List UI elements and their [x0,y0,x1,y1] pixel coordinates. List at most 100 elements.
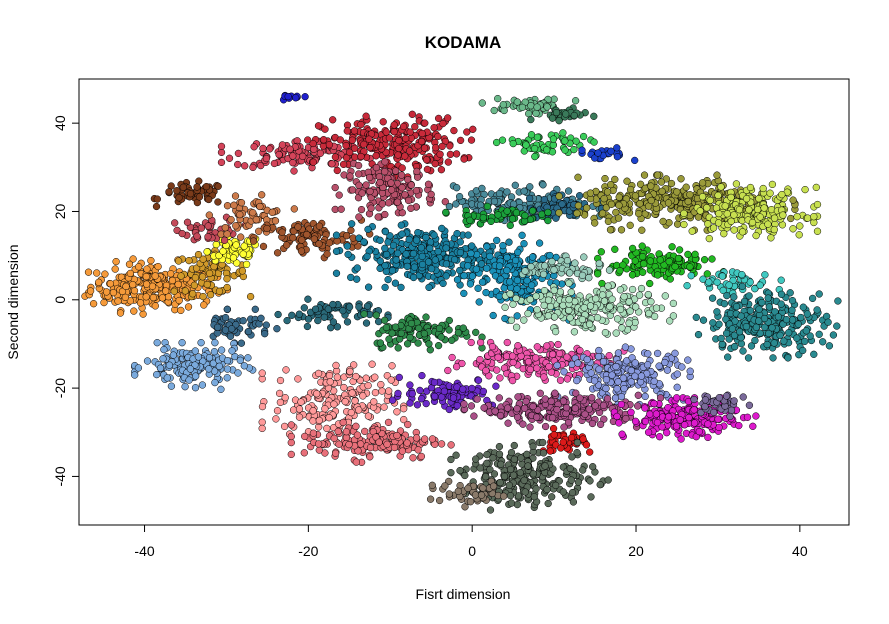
scatter-point [692,313,700,322]
scatter-point [614,214,623,222]
scatter-point [438,224,446,233]
scatter-point [309,407,317,415]
scatter-point [397,329,406,337]
scatter-point [404,196,413,205]
scatter-point [445,202,454,211]
scatter-point [371,388,380,397]
scatter-point [379,118,387,126]
scatter-point [472,328,480,337]
scatter-point [717,183,725,191]
scatter-point [562,404,571,412]
scatter-point [582,441,591,449]
scatter-point [723,210,731,218]
scatter-point [567,434,576,442]
cluster-3 [150,177,222,211]
scatter-point [652,410,661,418]
scatter-point [767,234,775,242]
scatter-point [476,355,484,364]
scatter-point [339,160,348,169]
scatter-point [387,179,395,187]
scatter-point [205,365,213,373]
scatter-point [211,339,219,347]
scatter-point [665,219,673,227]
scatter-point [413,167,421,176]
scatter-point [456,136,465,145]
scatter-point [474,376,483,384]
scatter-point [812,183,820,192]
scatter-point [501,303,509,311]
scatter-point [348,186,357,194]
cluster-1 [170,246,255,301]
cluster-12 [209,305,281,347]
scatter-point [363,252,371,261]
scatter-point [420,330,429,338]
scatter-point [659,217,667,226]
scatter-point [382,250,391,259]
scatter-point [513,413,522,421]
scatter-point [399,122,408,131]
scatter-point [122,282,130,291]
scatter-point [556,376,565,384]
scatter-point [618,324,626,332]
scatter-point [345,440,353,449]
scatter-point [639,268,647,276]
scatter-point [758,298,766,307]
scatter-point [221,313,230,322]
scatter-point [611,245,619,253]
scatter-point [767,205,776,214]
scatter-point [490,197,499,206]
scatter-point [551,327,560,336]
scatter-point [314,440,323,448]
scatter-point [200,301,208,309]
scatter-point [385,199,393,207]
scatter-point [223,305,231,313]
scatter-point [476,201,485,209]
scatter-point [455,192,464,201]
scatter-point [526,365,534,374]
scatter-point [512,323,521,331]
scatter-point [765,303,773,311]
scatter-point [652,304,661,312]
scatter-point [748,218,757,227]
scatter-point [524,309,532,318]
scatter-point [143,357,152,365]
scatter-point [583,204,591,212]
scatter-point [449,394,458,402]
scatter-point [666,275,674,283]
scatter-point [414,228,422,237]
scatter-point [431,160,439,168]
scatter-point [331,153,340,161]
scatter-point [570,145,578,154]
scatter-point [529,207,537,215]
scatter-point [178,229,186,238]
scatter-point [332,247,341,256]
scatter-point [452,363,461,371]
scatter-point [709,224,718,232]
scatter-point [403,439,411,447]
scatter-point [511,181,519,189]
scatter-point [418,252,426,261]
scatter-point [426,346,434,354]
scatter-point [686,191,694,199]
scatter-point [566,314,574,322]
scatter-point [528,281,536,289]
scatter-point [410,263,419,271]
scatter-point [645,309,653,318]
scatter-point [223,230,231,238]
scatter-point [290,167,298,175]
scatter-point [713,171,721,179]
scatter-point [533,103,541,111]
scatter-point [446,150,455,159]
scatter-point [793,213,801,221]
scatter-point [417,452,426,461]
scatter-point [229,254,238,262]
scatter-point [428,435,437,443]
scatter-point [743,413,752,421]
scatter-point [111,265,119,273]
scatter-point [563,353,571,361]
scatter-point [211,378,219,387]
scatter-point [326,378,334,386]
scatter-point [440,387,449,395]
scatter-point [525,194,534,203]
scatter-point [177,306,185,315]
